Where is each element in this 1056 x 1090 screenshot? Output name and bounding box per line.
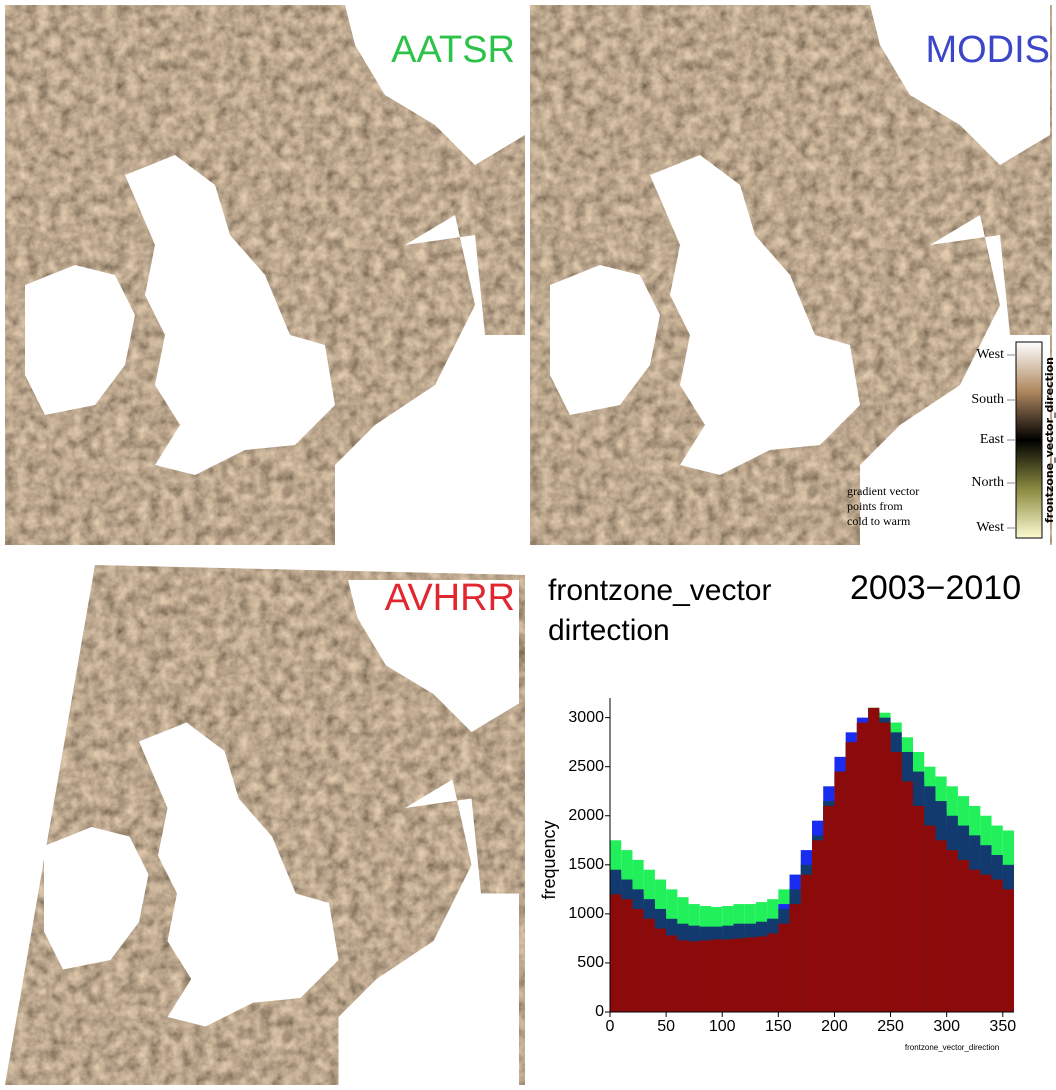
x-tick-label: 150 — [765, 1018, 792, 1035]
histogram-bar — [790, 904, 801, 1012]
annotation: gradient vector — [847, 484, 919, 498]
histogram-bar — [722, 939, 733, 1012]
x-tick-label: 350 — [989, 1018, 1016, 1035]
colorbar-label: West — [976, 520, 1004, 535]
x-tick-label: 0 — [606, 1018, 615, 1035]
y-tick-label: 2500 — [568, 758, 604, 775]
colorbar-label: North — [971, 475, 1004, 490]
histogram-bar — [767, 934, 778, 1013]
histogram-bar — [924, 826, 935, 1012]
x-tick-label: 50 — [657, 1018, 675, 1035]
histogram-bar — [846, 742, 857, 1012]
y-tick-label: 2000 — [568, 807, 604, 824]
histogram-bar — [868, 708, 879, 1012]
x-axis-label: frontzone_vector_direction — [905, 1043, 999, 1052]
colorbar-title: frontzone_vector_direction — [1043, 357, 1056, 523]
histogram-bar — [834, 772, 845, 1012]
x-tick-label: 300 — [933, 1018, 960, 1035]
histogram-bar — [980, 875, 991, 1012]
histogram-bar — [1003, 889, 1014, 1012]
histogram-bar — [958, 860, 969, 1012]
histogram-bar — [632, 909, 643, 1012]
histogram-bar — [913, 806, 924, 1012]
panel-label: AVHRR — [385, 577, 515, 619]
y-tick-label: 1000 — [568, 905, 604, 922]
histogram-bar — [879, 723, 890, 1012]
histogram-bar — [857, 723, 868, 1012]
histogram-bar — [902, 781, 913, 1012]
y-tick-label: 3000 — [568, 709, 604, 726]
colorbar-label: East — [980, 432, 1004, 447]
x-tick-label: 100 — [709, 1018, 736, 1035]
histogram-bar — [733, 938, 744, 1012]
map-avhrr — [5, 550, 525, 1090]
x-tick-label: 250 — [877, 1018, 904, 1035]
histogram-bar — [711, 939, 722, 1012]
colorbar: frontzone_vector_direction — [1016, 342, 1056, 538]
chart-title: dirtection — [548, 614, 670, 647]
histogram-bar — [621, 899, 632, 1012]
map-modis — [530, 5, 1052, 545]
annotation: cold to warm — [847, 514, 911, 528]
histogram-bar — [610, 894, 621, 1012]
y-tick-label: 0 — [595, 1003, 604, 1020]
histogram-bar — [801, 875, 812, 1012]
chart-title: frontzone_vector — [548, 574, 771, 607]
histogram-bar — [947, 850, 958, 1012]
histogram-bar — [823, 806, 834, 1012]
annotation: points from — [847, 499, 903, 513]
colorbar-gradient — [1016, 342, 1042, 538]
x-tick-label: 200 — [821, 1018, 848, 1035]
y-tick-label: 1500 — [568, 856, 604, 873]
y-tick-label: 500 — [577, 954, 604, 971]
histogram-bar — [756, 936, 767, 1012]
histogram-bar — [689, 941, 700, 1012]
histogram-bar — [935, 840, 946, 1012]
colorbar-label: South — [971, 392, 1004, 407]
histogram-bar — [644, 919, 655, 1012]
histogram-bar — [700, 940, 711, 1012]
figure: AATSR MODIS AVHRR frontzone_vector_direc… — [0, 0, 1056, 1090]
map-aatsr — [5, 5, 525, 545]
colorbar-label: West — [976, 347, 1004, 362]
histogram-bar — [992, 880, 1003, 1012]
histogram-bar — [969, 870, 980, 1012]
histogram-bar — [666, 935, 677, 1012]
histogram-bar — [677, 940, 688, 1012]
panel-label: MODIS — [925, 29, 1050, 71]
histogram-bar — [745, 937, 756, 1012]
histogram-bar — [655, 929, 666, 1012]
chart-subtitle: 2003−2010 — [850, 569, 1021, 607]
panel-label: AATSR — [391, 29, 515, 71]
y-axis-label: frequency — [539, 820, 559, 899]
histogram-bar — [812, 840, 823, 1012]
histogram-bar — [778, 924, 789, 1012]
histogram-bar — [891, 752, 902, 1012]
